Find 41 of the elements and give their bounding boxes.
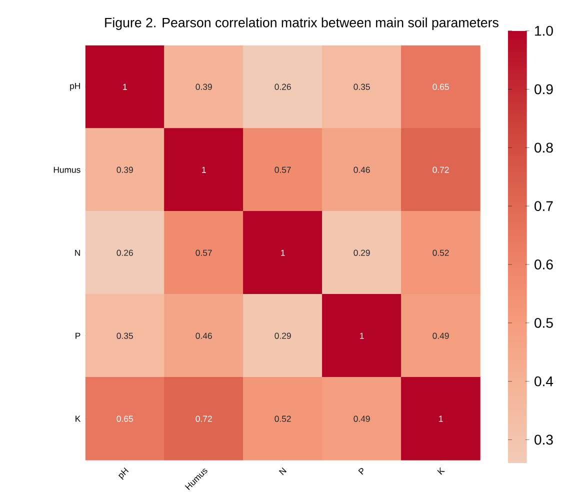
data-label: 0.57 [274, 166, 291, 173]
y-tick-label: P [76, 332, 80, 339]
data-label: 1 [439, 416, 443, 422]
data-label: 0.65 [116, 416, 133, 422]
data-label: 0.39 [116, 166, 133, 173]
data-label: 0.49 [432, 332, 449, 339]
data-label: 1 [360, 332, 364, 339]
color-bar-label: 0.5 [534, 318, 553, 328]
y-tick-label: Humus [54, 166, 80, 173]
data-label: 0.57 [196, 250, 212, 256]
y-tick-label: N [75, 250, 80, 256]
data-label: 0.46 [354, 166, 370, 173]
data-label: 1 [123, 84, 127, 90]
x-tick-label: P [358, 468, 364, 475]
data-label: 1 [281, 250, 285, 256]
data-label: 0.26 [274, 84, 291, 90]
data-label: 0.35 [116, 332, 133, 339]
data-label: 1 [202, 166, 206, 173]
data-label: 0.29 [354, 250, 370, 256]
color-bar-label: 1.0 [535, 26, 553, 36]
color-bar-label: 0.8 [534, 142, 553, 152]
y-tick-label: K [76, 416, 81, 422]
data-label: 0.52 [274, 416, 291, 422]
data-label: 0.29 [274, 332, 291, 339]
color-bar-label: 0.6 [534, 259, 553, 270]
y-tick-label: pH [70, 82, 80, 91]
color-bar-label: 0.9 [534, 84, 553, 94]
x-tick-label: pH [118, 467, 129, 480]
color-bar-label: 0.4 [534, 376, 554, 386]
data-label: 0.46 [196, 332, 212, 339]
color-bar-label: 0.3 [534, 434, 553, 445]
data-label: 0.72 [196, 416, 212, 422]
data-label: 0.35 [354, 84, 370, 90]
x-tick-label: N [278, 467, 287, 475]
data-label: 0.52 [432, 250, 449, 256]
color-bar-label: 0.7 [534, 200, 553, 211]
data-label: 0.39 [196, 84, 212, 90]
data-label: 0.26 [116, 250, 133, 256]
chart-title: Figure 2. Pearson correlation matrix between main soil parameters [105, 17, 498, 30]
x-tick-label: K [437, 467, 445, 475]
data-label: 0.49 [354, 416, 370, 422]
